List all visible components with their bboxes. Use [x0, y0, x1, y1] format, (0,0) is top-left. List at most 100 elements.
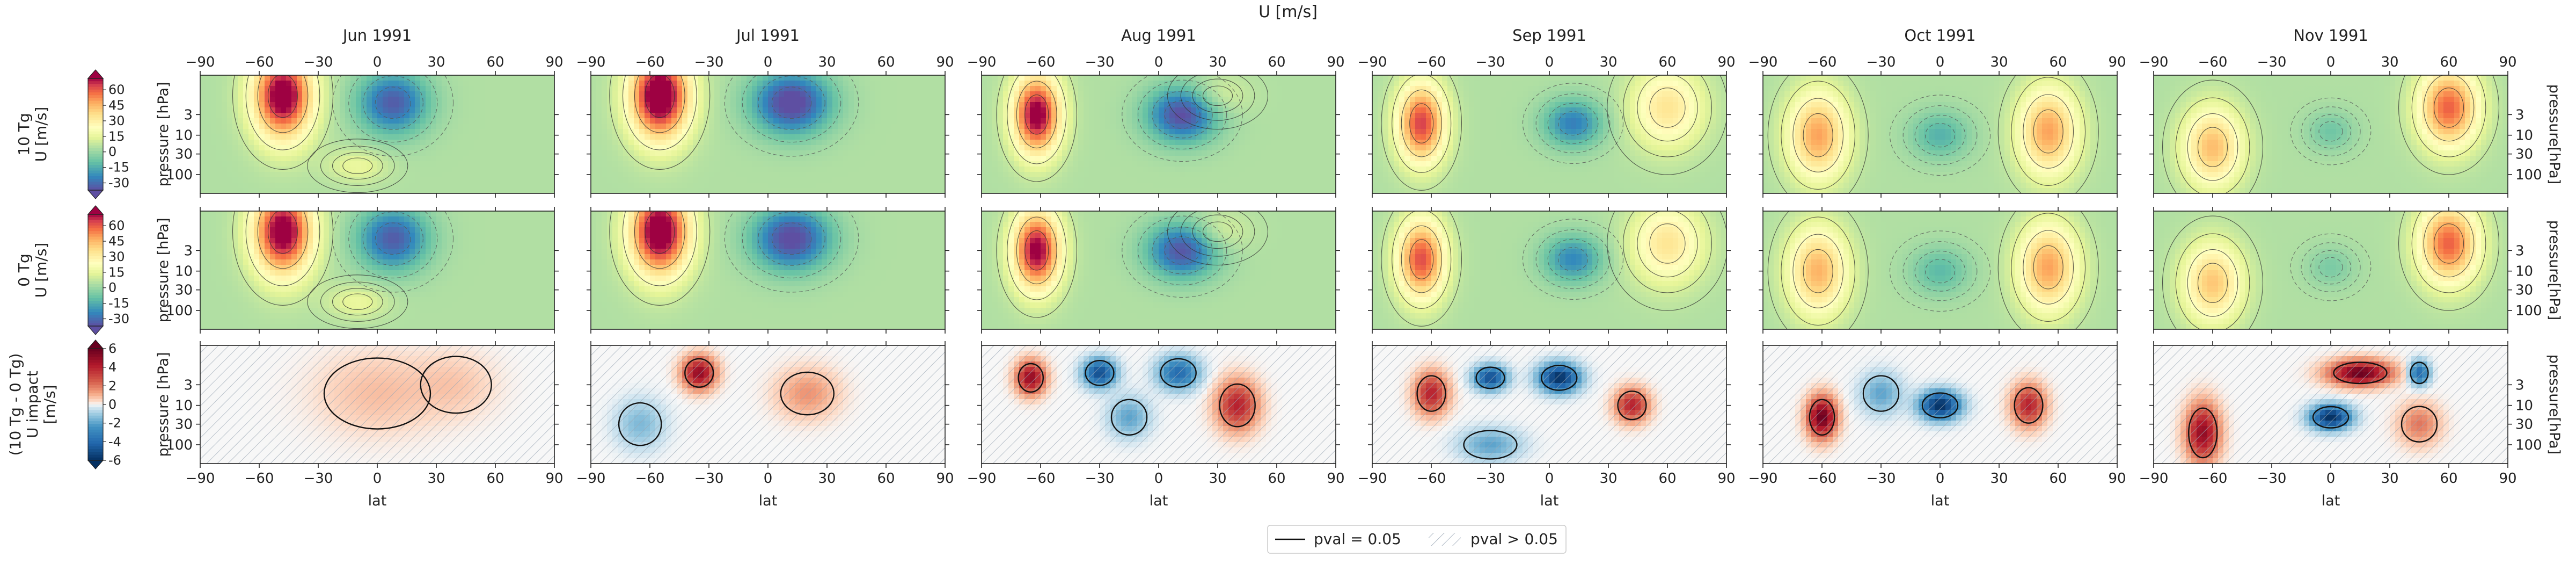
field-cell: [1630, 97, 1636, 103]
field-cell: [1169, 81, 1175, 86]
field-cell: [1148, 161, 1154, 167]
field-cell: [426, 145, 431, 151]
field-cell: [495, 145, 501, 151]
field-cell: [1314, 113, 1320, 119]
field-cell: [1304, 156, 1309, 162]
field-cell: [329, 188, 335, 193]
field-cell: [324, 183, 330, 189]
field-cell: [1592, 81, 1598, 86]
field-cell: [612, 91, 618, 97]
field-cell: [302, 107, 308, 113]
field-cell: [1469, 81, 1475, 86]
field-cell: [768, 183, 774, 189]
field-cell: [533, 172, 539, 178]
field-cell: [924, 118, 930, 124]
field-cell: [1287, 107, 1293, 113]
field-cell: [1261, 188, 1267, 193]
field-cell: [720, 107, 726, 113]
field-cell: [908, 97, 913, 103]
field-cell: [747, 140, 752, 146]
field-cell: [1024, 97, 1030, 103]
field-cell: [259, 134, 265, 140]
field-cell: [485, 113, 491, 119]
field-cell: [334, 97, 340, 103]
field-cell: [227, 172, 233, 178]
field-cell: [1298, 81, 1304, 86]
field-cell: [720, 134, 726, 140]
field-cell: [1309, 86, 1315, 92]
field-cell: [1062, 129, 1068, 135]
field-cell: [881, 102, 887, 108]
field-cell: [238, 129, 244, 135]
field-cell: [1555, 91, 1561, 97]
field-cell: [367, 140, 372, 146]
field-cell: [1169, 129, 1175, 135]
field-cell: [1261, 124, 1267, 129]
field-cell: [265, 91, 270, 97]
field-cell: [752, 156, 758, 162]
field-cell: [479, 161, 485, 167]
x-tick-label: −60: [245, 54, 274, 70]
field-cell: [238, 118, 244, 124]
field-cell: [1245, 75, 1250, 81]
field-cell: [474, 188, 480, 193]
field-cell: [1255, 156, 1261, 162]
field-cell: [383, 107, 389, 113]
field-cell: [1100, 124, 1106, 129]
field-cell: [607, 81, 613, 86]
field-cell: [757, 113, 763, 119]
field-cell: [704, 113, 709, 119]
field-cell: [1100, 140, 1106, 146]
field-cell: [383, 145, 389, 151]
field-cell: [409, 81, 415, 86]
field-cell: [538, 167, 544, 172]
field-cell: [763, 91, 769, 97]
field-cell: [313, 81, 319, 86]
field-cell: [297, 118, 303, 124]
field-cell: [1298, 75, 1304, 81]
field-cell: [485, 145, 491, 151]
field-cell: [875, 140, 881, 146]
field-cell: [393, 134, 399, 140]
field-cell: [886, 156, 892, 162]
field-cell: [291, 97, 297, 103]
field-cell: [865, 183, 870, 189]
field-cell: [1202, 113, 1208, 119]
field-cell: [875, 172, 881, 178]
field-cell: [992, 188, 998, 193]
field-cell: [458, 81, 464, 86]
field-cell: [367, 172, 372, 178]
field-cell: [238, 183, 244, 189]
field-cell: [1245, 172, 1250, 178]
field-cell: [1496, 102, 1502, 108]
field-cell: [452, 145, 458, 151]
field-cell: [259, 150, 265, 156]
field-cell: [1421, 81, 1426, 86]
field-cell: [388, 134, 394, 140]
field-cell: [865, 118, 870, 124]
field-cell: [243, 145, 249, 151]
field-cell: [1587, 81, 1593, 86]
field-cell: [992, 97, 998, 103]
field-cell: [827, 134, 833, 140]
field-cell: [254, 150, 260, 156]
field-cell: [1169, 172, 1175, 178]
field-cell: [639, 107, 645, 113]
field-cell: [506, 75, 512, 81]
field-cell: [1084, 107, 1089, 113]
field-cell: [1287, 86, 1293, 92]
field-cell: [1261, 140, 1267, 146]
field-cell: [1705, 97, 1711, 103]
field-cell: [940, 124, 945, 129]
field-cell: [865, 124, 870, 129]
panel-field: [1372, 75, 1726, 193]
field-cell: [367, 91, 372, 97]
field-cell: [528, 177, 533, 183]
field-cell: [992, 113, 998, 119]
field-cell: [367, 156, 372, 162]
field-cell: [1694, 75, 1700, 81]
field-cell: [1560, 113, 1566, 119]
field-cell: [1624, 102, 1630, 108]
field-cell: [1587, 97, 1593, 103]
field-cell: [795, 129, 801, 135]
